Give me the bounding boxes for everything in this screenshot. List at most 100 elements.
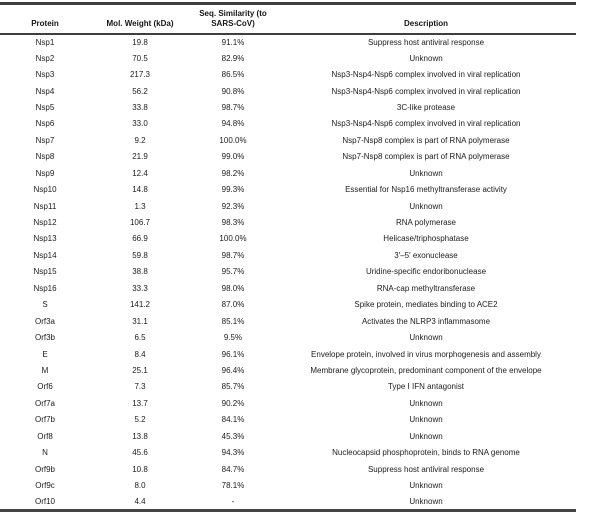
cell-similarity: 84.1% bbox=[221, 415, 245, 425]
cell-similarity: 84.7% bbox=[221, 464, 245, 474]
cell-mol-weight: 8.0 bbox=[134, 481, 146, 491]
cell-description: Spike protein, mediates binding to ACE2 bbox=[354, 300, 498, 310]
cell-similarity: 98.7% bbox=[221, 102, 245, 112]
cell-description: Membrane glycoprotein, predominant compo… bbox=[310, 365, 542, 375]
table-row: S 141.2 87.0% Spike protein, mediates bindi… bbox=[0, 297, 576, 313]
cell-mol-weight: 19.8 bbox=[132, 37, 148, 47]
cell-description: Helicase/triphosphatase bbox=[383, 234, 469, 244]
table-row: Nsp1 19.8 91.1% Suppress host antiviral res… bbox=[0, 34, 576, 50]
protein-table: Protein Mol. Weight (kDa) Seq. Similarit… bbox=[0, 2, 576, 513]
table-body: Nsp1 19.8 91.1% Suppress host antiviral res… bbox=[0, 34, 576, 511]
table-row: Nsp9 12.4 98.2% Unknown bbox=[0, 166, 576, 182]
cell-mol-weight: 141.2 bbox=[129, 300, 151, 310]
cell-mol-weight: 33.8 bbox=[132, 102, 148, 112]
cell-protein: Nsp13 bbox=[33, 234, 57, 244]
cell-similarity: 92.3% bbox=[221, 201, 245, 211]
cell-protein: Nsp8 bbox=[35, 152, 55, 162]
cell-description: Unknown bbox=[409, 53, 443, 63]
table-row: Orf6 7.3 85.7% Type I IFN antagonist bbox=[0, 379, 576, 395]
cell-protein: Nsp15 bbox=[33, 267, 57, 277]
col-header-protein: Protein bbox=[0, 3, 90, 35]
table-row: Orf9c 8.0 78.1% Unknown bbox=[0, 478, 576, 494]
table-row: Orf7b 5.2 84.1% Unknown bbox=[0, 412, 576, 428]
col-header-mol-weight: Mol. Weight (kDa) bbox=[90, 3, 190, 35]
cell-mol-weight: 13.8 bbox=[132, 431, 148, 441]
cell-mol-weight: 21.9 bbox=[132, 152, 148, 162]
cell-protein: Nsp5 bbox=[35, 102, 55, 112]
cell-description: Essential for Nsp16 methyltransferase ac… bbox=[345, 185, 507, 195]
cell-description: Unknown bbox=[409, 431, 443, 441]
cell-description: Type I IFN antagonist bbox=[387, 382, 465, 392]
cell-mol-weight: 25.1 bbox=[132, 365, 148, 375]
cell-similarity: 45.3% bbox=[221, 431, 245, 441]
cell-mol-weight: 13.7 bbox=[132, 398, 148, 408]
cell-mol-weight: 33.3 bbox=[132, 283, 148, 293]
cell-similarity: 86.5% bbox=[221, 70, 245, 80]
cell-description: Activates the NLRP3 inflammasome bbox=[361, 316, 491, 326]
cell-mol-weight: 8.4 bbox=[134, 349, 146, 359]
cell-mol-weight: 5.2 bbox=[134, 415, 146, 425]
cell-protein: S bbox=[42, 300, 48, 310]
cell-protein: Nsp7 bbox=[35, 135, 55, 145]
table-row: Nsp13 66.9 100.0% Helicase/triphosphatase bbox=[0, 231, 576, 247]
cell-similarity: 96.4% bbox=[221, 365, 245, 375]
cell-protein: Nsp6 bbox=[35, 119, 55, 129]
cell-mol-weight: 56.2 bbox=[132, 86, 148, 96]
cell-similarity: 94.8% bbox=[221, 119, 245, 129]
cell-similarity: 9.5% bbox=[223, 333, 243, 343]
cell-mol-weight: 106.7 bbox=[129, 218, 151, 228]
cell-mol-weight: 7.3 bbox=[134, 382, 146, 392]
cell-description: Unknown bbox=[409, 398, 443, 408]
cell-similarity: 90.2% bbox=[221, 398, 245, 408]
cell-protein: Orf3a bbox=[34, 316, 55, 326]
cell-protein: Orf9c bbox=[35, 481, 55, 491]
cell-mol-weight: 45.6 bbox=[132, 448, 148, 458]
table-row: Orf10 4.4 - Unknown bbox=[0, 494, 576, 510]
table-row: Nsp12 106.7 98.3% RNA polymerase bbox=[0, 215, 576, 231]
table-row: Orf3b 6.5 9.5% Unknown bbox=[0, 330, 576, 346]
cell-protein: Nsp12 bbox=[33, 218, 57, 228]
cell-protein: Nsp10 bbox=[33, 185, 57, 195]
cell-description: Unknown bbox=[409, 201, 443, 211]
cell-mol-weight: 70.5 bbox=[132, 53, 148, 63]
cell-protein: E bbox=[42, 349, 48, 359]
cell-description: 3C-like protease bbox=[396, 102, 456, 112]
cell-similarity: 78.1% bbox=[221, 481, 245, 491]
cell-similarity: 90.8% bbox=[221, 86, 245, 96]
table-row: Nsp11 1.3 92.3% Unknown bbox=[0, 198, 576, 214]
cell-protein: Orf6 bbox=[37, 382, 53, 392]
col-header-similarity: Seq. Similarity (to SARS-CoV) bbox=[190, 3, 276, 35]
cell-mol-weight: 31.1 bbox=[132, 316, 148, 326]
cell-similarity: 85.1% bbox=[221, 316, 245, 326]
cell-description: 3′–5′ exonuclease bbox=[394, 250, 458, 260]
cell-description: Unknown bbox=[409, 415, 443, 425]
table-row: Nsp10 14.8 99.3% Essential for Nsp16 methyl… bbox=[0, 182, 576, 198]
cell-description: Unknown bbox=[409, 333, 443, 343]
header-row: Protein Mol. Weight (kDa) Seq. Similarit… bbox=[0, 3, 576, 35]
cell-mol-weight: 12.4 bbox=[132, 168, 148, 178]
cell-protein: Orf9b bbox=[34, 464, 55, 474]
cell-similarity: 98.0% bbox=[221, 283, 245, 293]
cell-similarity: 100.0% bbox=[219, 234, 247, 244]
cell-mol-weight: 33.0 bbox=[132, 119, 148, 129]
cell-description: Nsp3-Nsp4-Nsp6 complex involved in viral… bbox=[331, 70, 521, 80]
cell-protein: Orf7b bbox=[34, 415, 55, 425]
cell-mol-weight: 1.3 bbox=[134, 201, 146, 211]
table-row: Orf9b 10.8 84.7% Suppress host antiviral re… bbox=[0, 461, 576, 477]
cell-protein: Nsp4 bbox=[35, 86, 55, 96]
table-row: Nsp4 56.2 90.8% Nsp3-Nsp4-Nsp6 complex invo… bbox=[0, 83, 576, 99]
cell-protein: Orf7a bbox=[34, 398, 55, 408]
cell-description: Uridine-specific endoribonuclease bbox=[365, 267, 487, 277]
cell-similarity: 96.1% bbox=[221, 349, 245, 359]
cell-protein: Nsp16 bbox=[33, 283, 57, 293]
cell-protein: Nsp1 bbox=[35, 37, 55, 47]
cell-description: Nucleocapsid phosphoprotein, binds to RN… bbox=[332, 448, 520, 458]
cell-similarity: 85.7% bbox=[221, 382, 245, 392]
cell-description: Suppress host antiviral response bbox=[367, 464, 485, 474]
cell-description: Unknown bbox=[409, 168, 443, 178]
cell-mol-weight: 66.9 bbox=[132, 234, 148, 244]
table-row: Orf3a 31.1 85.1% Activates the NLRP3 inflam… bbox=[0, 313, 576, 329]
cell-protein: Orf8 bbox=[37, 431, 53, 441]
cell-mol-weight: 38.8 bbox=[132, 267, 148, 277]
